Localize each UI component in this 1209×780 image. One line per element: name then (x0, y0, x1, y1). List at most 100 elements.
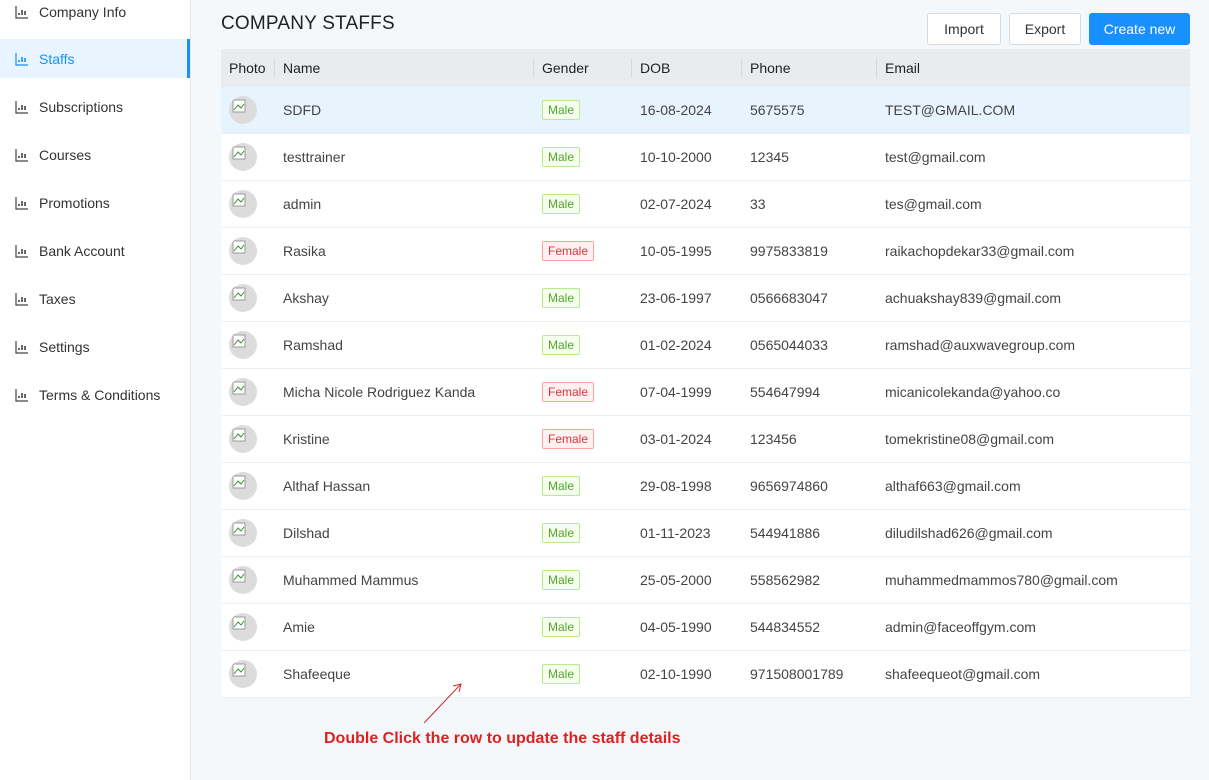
name-cell: Kristine (283, 431, 330, 447)
gender-tag: Male (542, 664, 581, 684)
phone-cell: 558562982 (750, 572, 821, 588)
column-header-email[interactable]: Email (885, 60, 921, 76)
table-row[interactable]: Rasika Female 10-05-1995 9975833819 raikacho… (221, 228, 1190, 275)
sidebar-item-staffs[interactable]: Staffs (0, 39, 190, 78)
dob-cell: 07-04-1999 (640, 384, 712, 400)
table-row[interactable]: testtrainer Male 10-10-2000 12345 test@gmail… (221, 134, 1190, 181)
photo-cell (229, 425, 257, 453)
email-cell: admin@faceoffgym.com (885, 619, 1036, 635)
dob-cell: 10-10-2000 (640, 149, 712, 165)
broken-image-icon (232, 616, 246, 630)
chart-icon (15, 148, 29, 162)
sidebar-item-label: Subscriptions (39, 98, 124, 115)
column-header-name[interactable]: Name (283, 60, 321, 76)
column-header-phone[interactable]: Phone (750, 60, 791, 76)
column-divider (274, 58, 275, 78)
gender-cell: Male (542, 664, 581, 684)
broken-image-icon (232, 475, 246, 489)
column-divider (533, 58, 534, 78)
photo-cell (229, 378, 257, 406)
table-row[interactable]: Dilshad Male 01-11-2023 544941886 diludilsha… (221, 510, 1190, 557)
avatar (229, 378, 257, 406)
table-row[interactable]: Ramshad Male 01-02-2024 0565044033 ramshad@a… (221, 322, 1190, 369)
phone-cell: 9975833819 (750, 243, 828, 259)
table-row[interactable]: Amie Male 04-05-1990 544834552 admin@faceoff… (221, 604, 1190, 651)
broken-image-icon (232, 240, 246, 254)
dob-cell: 01-11-2023 (640, 525, 711, 541)
name-cell: Rasika (283, 243, 326, 259)
import-button[interactable]: Import (927, 13, 1001, 45)
photo-cell (229, 96, 257, 124)
sidebar-item-promotions[interactable]: Promotions (0, 183, 190, 222)
table-row[interactable]: Micha Nicole Rodriguez Kanda Female 07-04-… (221, 369, 1190, 416)
table-row[interactable]: SDFD Male 16-08-2024 5675575 TEST@GMAIL.COM (221, 87, 1190, 134)
photo-cell (229, 566, 257, 594)
phone-cell: 5675575 (750, 102, 805, 118)
photo-cell (229, 190, 257, 218)
phone-cell: 9656974860 (750, 478, 828, 494)
table-row[interactable]: Muhammed Mammus Male 25-05-2000 558562982 mu… (221, 557, 1190, 604)
gender-tag: Male (542, 100, 581, 120)
gender-tag: Female (542, 382, 595, 402)
column-header-gender[interactable]: Gender (542, 60, 589, 76)
gender-tag: Male (542, 523, 581, 543)
gender-cell: Male (542, 335, 581, 355)
photo-cell (229, 331, 257, 359)
avatar (229, 472, 257, 500)
column-header-photo: Photo (229, 60, 266, 76)
sidebar-item-taxes[interactable]: Taxes (0, 279, 190, 318)
gender-tag: Male (542, 194, 581, 214)
broken-image-icon (232, 663, 246, 677)
gender-cell: Male (542, 476, 581, 496)
email-cell: raikachopdekar33@gmail.com (885, 243, 1075, 259)
broken-image-icon (232, 381, 246, 395)
email-cell: tes@gmail.com (885, 196, 982, 212)
gender-cell: Female (542, 429, 595, 449)
export-button[interactable]: Export (1009, 13, 1081, 45)
table-row[interactable]: admin Male 02-07-2024 33 tes@gmail.com (221, 181, 1190, 228)
gender-cell: Male (542, 570, 581, 590)
table-row[interactable]: Akshay Male 23-06-1997 0566683047 achuakshay… (221, 275, 1190, 322)
gender-tag: Male (542, 288, 581, 308)
table-row[interactable]: Shafeeque Male 02-10-1990 971508001789 shafe… (221, 651, 1190, 698)
name-cell: SDFD (283, 102, 322, 118)
phone-cell: 554647994 (750, 384, 821, 400)
sidebar-item-company-info[interactable]: Company Info (0, 0, 190, 31)
broken-image-icon (232, 334, 246, 348)
create-new-button[interactable]: Create new (1089, 13, 1190, 45)
avatar (229, 660, 257, 688)
email-cell: tomekristine08@gmail.com (885, 431, 1055, 447)
column-divider (631, 58, 632, 78)
gender-cell: Female (542, 382, 595, 402)
sidebar-item-label: Courses (39, 146, 92, 163)
chart-icon (15, 5, 29, 19)
column-header-dob[interactable]: DOB (640, 60, 671, 76)
name-cell: Althaf Hassan (283, 478, 371, 494)
sidebar-item-subscriptions[interactable]: Subscriptions (0, 87, 190, 126)
chart-icon (15, 340, 29, 354)
dob-cell: 01-02-2024 (640, 337, 712, 353)
email-cell: test@gmail.com (885, 149, 986, 165)
dob-cell: 10-05-1995 (640, 243, 712, 259)
name-cell: Shafeeque (283, 666, 351, 682)
annotation-arrow-icon (423, 683, 462, 724)
table-row[interactable]: Kristine Female 03-01-2024 123456 tomekristi… (221, 416, 1190, 463)
phone-cell: 0565044033 (750, 337, 828, 353)
email-cell: shafeequeot@gmail.com (885, 666, 1041, 682)
chart-icon (15, 292, 29, 306)
sidebar-item-label: Taxes (39, 290, 76, 307)
sidebar-item-label: Promotions (39, 194, 110, 211)
sidebar-item-label: Settings (39, 338, 90, 355)
sidebar-item-label: Bank Account (39, 242, 125, 259)
table-row[interactable]: Althaf Hassan Male 29-08-1998 9656974860 alt… (221, 463, 1190, 510)
sidebar-item-courses[interactable]: Courses (0, 135, 190, 174)
sidebar-item-bank-account[interactable]: Bank Account (0, 231, 190, 270)
dob-cell: 23-06-1997 (640, 290, 712, 306)
dob-cell: 02-10-1990 (640, 666, 712, 682)
broken-image-icon (232, 146, 246, 160)
dob-cell: 04-05-1990 (640, 619, 712, 635)
sidebar-item-settings[interactable]: Settings (0, 327, 190, 366)
staff-table: Photo Name Gender DOB Phone Email SDFD Ma… (221, 49, 1190, 698)
phone-cell: 0566683047 (750, 290, 828, 306)
sidebar-item-terms-conditions[interactable]: Terms & Conditions (0, 375, 190, 414)
